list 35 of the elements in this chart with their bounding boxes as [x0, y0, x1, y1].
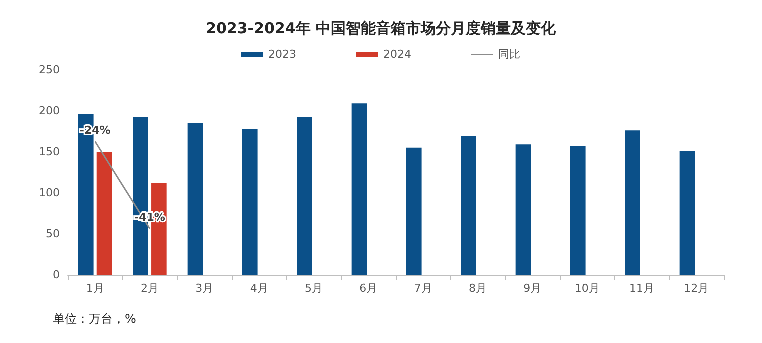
bar — [461, 136, 476, 275]
x-tick-label: 11月 — [630, 282, 654, 295]
x-tick-label: 8月 — [469, 282, 487, 295]
y-tick-label: 250 — [39, 64, 60, 76]
legend-label: 2024 — [384, 48, 412, 61]
x-tick-label: 6月 — [360, 282, 378, 295]
bar — [406, 148, 422, 275]
x-tick-label: 1月 — [86, 282, 104, 295]
legend-label: 2023 — [268, 48, 297, 61]
bar — [297, 118, 312, 275]
bar — [242, 129, 258, 275]
bar — [680, 151, 696, 275]
y-tick-label: 0 — [53, 268, 60, 282]
x-tick-label: 4月 — [250, 282, 268, 295]
x-tick-label: 3月 — [196, 282, 214, 295]
bar — [570, 146, 586, 275]
bar — [188, 123, 204, 275]
y-tick-label: 50 — [46, 228, 60, 240]
x-tick-label: 7月 — [414, 282, 432, 295]
chart-title: 2023-2024年 中国智能音箱市场分月度销量及变化 — [206, 20, 557, 38]
bar — [516, 144, 532, 275]
x-tick-label: 2月 — [141, 282, 159, 295]
legend-label: 同比 — [498, 48, 520, 61]
x-tick-label: 12月 — [684, 282, 710, 295]
text: 单位：万台，% — [53, 312, 136, 326]
bar — [352, 104, 368, 275]
data-label: -41% — [134, 210, 166, 224]
x-tick-label: 9月 — [524, 282, 542, 295]
bar — [625, 130, 640, 275]
bar — [96, 152, 112, 275]
x-tick-label: 10月 — [574, 282, 600, 295]
y-tick-label: 200 — [39, 104, 60, 118]
y-tick-label: 100 — [39, 186, 60, 200]
x-tick-label: 5月 — [305, 282, 323, 295]
y-tick-label: 150 — [39, 146, 60, 158]
